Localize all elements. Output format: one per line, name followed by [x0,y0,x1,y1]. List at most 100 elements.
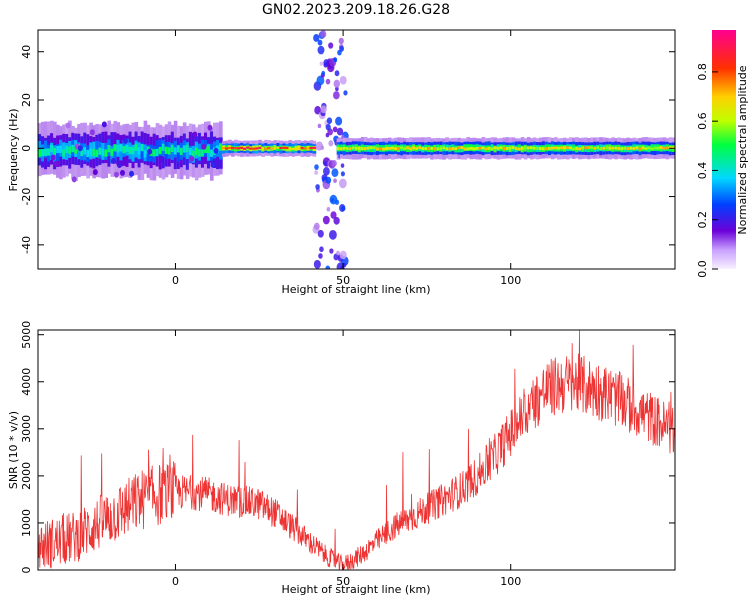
heatmap-cell [511,146,516,150]
heatmap-cell [185,144,190,153]
heatmap-cell [388,146,392,150]
heatmap-cell [50,154,56,161]
colorbar-tick-label: 0.4 [696,162,709,180]
snr-ytick-label: 1000 [20,509,33,537]
heatmap-cell [170,144,175,152]
heatmap-cell [243,147,247,150]
heatmap-cell [475,146,480,150]
spectrogram-frame [37,29,676,270]
heatmap-cell [668,146,673,150]
heatmap-cell [391,146,395,150]
heatmap-cell [83,147,87,155]
heatmap-cell [460,146,465,150]
heatmap-cell [575,147,579,150]
heatmap-cell [80,148,84,157]
heatmap-cell [320,30,327,39]
heatmap-cell [110,157,116,164]
heatmap-cell [338,37,344,45]
heatmap-cell [493,146,498,150]
heatmap-cell [317,45,325,55]
heatmap-cell [481,146,486,150]
heatmap-cell [285,146,290,150]
colorbar-tick-label: 0.2 [696,211,709,229]
heatmap-cell [222,146,226,150]
spectrogram-panel: 0 50 100 -40 -20 0 20 40 Height of straight lin… [7,29,676,296]
heatmap-cell [309,146,314,150]
heatmap-cell [237,147,241,150]
heatmap-cell [599,147,603,151]
heatmap-cell [369,146,374,150]
heatmap-cell [626,147,631,151]
heatmap-cell [288,147,293,150]
heatmap-cell [451,147,455,151]
heatmap-cell [340,163,345,168]
heatmap-cell [325,265,331,269]
heatmap-cell [213,147,219,154]
heatmap-cell [197,149,202,157]
heatmap-cell [314,164,319,170]
heatmap-cell [596,146,600,150]
heatmap-cell [137,147,142,155]
heatmap-cell [312,146,317,149]
heatmap-cell [326,206,331,212]
heatmap-cell [547,146,552,150]
heatmap-cell [192,131,198,138]
heatmap-cell [322,215,330,225]
heatmap-cell [472,147,477,151]
heatmap-cell [505,147,510,150]
heatmap-cell [194,147,199,155]
heatmap-cell [176,145,181,153]
heatmap-cell [131,147,136,155]
heatmap-cell [71,176,77,183]
heatmap-cell [641,146,646,150]
heatmap-cell [320,105,327,114]
spectrogram-ytick-label: -20 [20,188,33,206]
heatmap-cell [306,147,311,150]
heatmap-cell [400,146,404,150]
heatmap-cell [188,147,193,156]
heatmap-cell [343,262,347,268]
heatmap-cell [499,146,504,150]
heatmap-cell [201,143,207,150]
heatmap-cell [234,147,238,150]
heatmap-cell [415,147,419,151]
heatmap-cell [448,147,452,151]
heatmap-cell [44,148,48,156]
heatmap-cell [104,149,108,157]
heatmap-cell [581,146,585,150]
heatmap-cell [439,147,443,150]
heatmap-cell [430,147,434,150]
heatmap-cell [258,146,262,150]
heatmap-cell [50,144,54,153]
heatmap-cell [351,146,356,150]
snr-series-line [38,330,675,570]
heatmap-cell [427,147,431,150]
heatmap-cell [122,146,127,154]
colorbar-tick-label: 0.0 [696,260,709,278]
heatmap-cell [538,147,543,151]
heatmap-cell [191,150,196,158]
heatmap-cell [445,147,449,151]
heatmap-cell [569,146,573,150]
heatmap-cell [357,147,362,150]
heatmap-cell [68,146,72,154]
snr-ylabel: SNR (10 * v/v) [7,411,20,489]
heatmap-cell [514,147,519,151]
heatmap-cell [89,129,95,136]
heatmap-cell [331,160,337,167]
heatmap-cell [143,150,148,158]
colorbar-gradient [712,30,736,269]
heatmap-cell [294,147,299,150]
heatmap-cell [341,206,346,211]
heatmap-cell [291,147,296,151]
heatmap-cell [328,140,334,147]
heatmap-cell [53,160,59,167]
spectrogram-xtick-label: 0 [172,274,179,287]
heatmap-cell [366,146,371,150]
heatmap-cell [113,144,118,162]
heatmap-cell [92,148,96,157]
heatmap-cell [155,148,160,156]
heatmap-cell [41,149,45,157]
